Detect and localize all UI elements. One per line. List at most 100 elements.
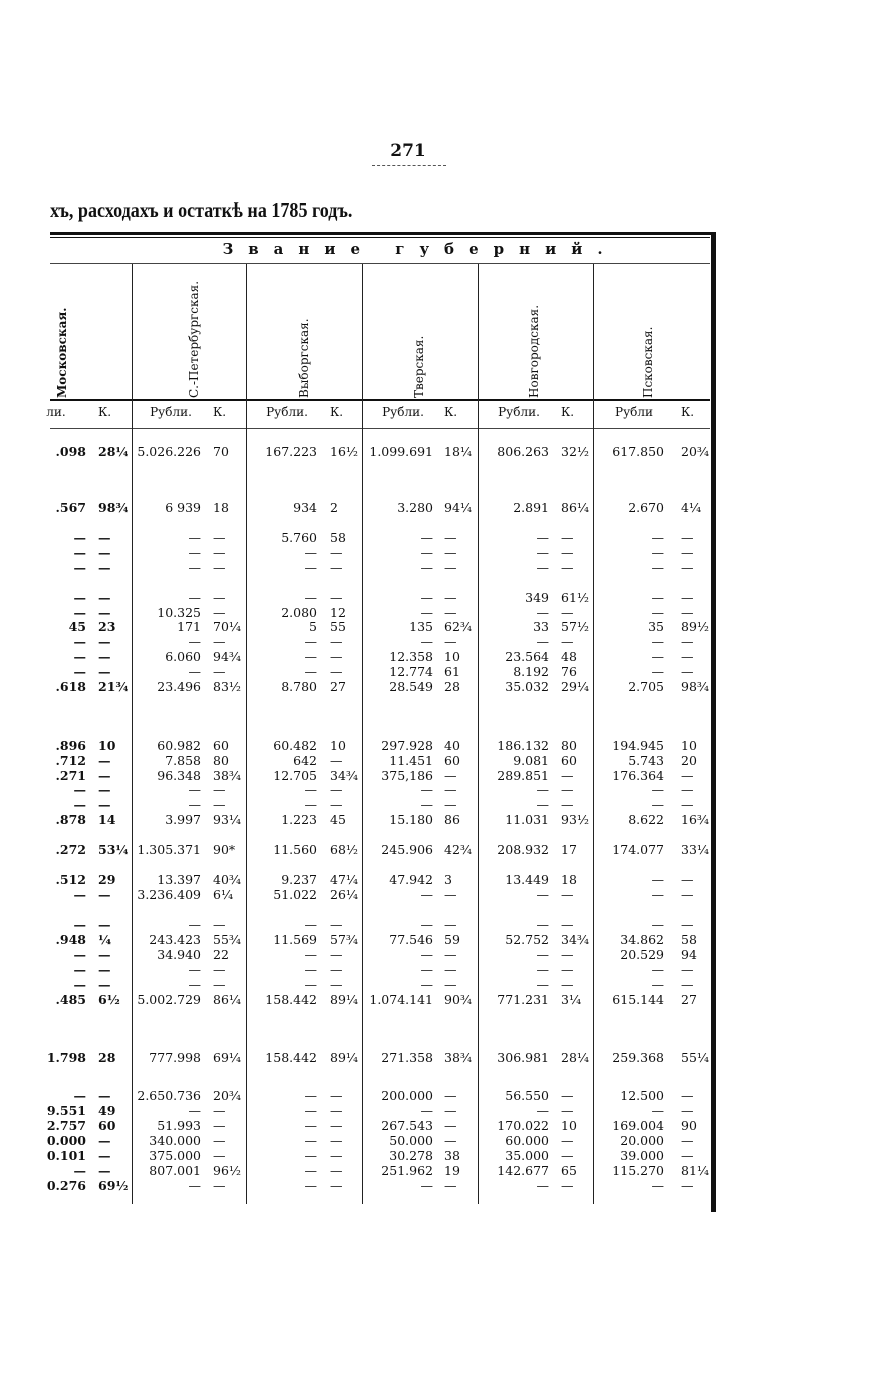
rubles-cell: — [420,1103,434,1118]
kopecks-cell: — [444,962,457,977]
kopecks-cell: 60 [561,753,577,768]
rubles-cell: 7.858 [165,753,201,768]
rubles-cell: 52.752 [505,932,549,947]
rubles-cell: — [188,1103,202,1118]
kopecks-cell: 32½ [561,444,590,459]
rubles-cell: — [536,782,550,797]
rubles-cell: — [420,782,434,797]
rubles-cell: — [651,664,665,679]
kopecks-cell: — [98,1148,111,1163]
kopecks-cell: 19 [444,1163,460,1178]
rubles-cell: — [420,887,434,902]
kopecks-cell: — [681,605,694,620]
kopecks-cell: — [681,1148,694,1163]
kopecks-cell: — [98,530,111,545]
kopecks-cell: — [561,545,574,560]
kopecks-cell: — [561,530,574,545]
rubles-cell: 349 [525,590,549,605]
rubles-cell: — [304,962,318,977]
kopecks-cell: — [330,1178,343,1193]
kopecks-cell: 90* [213,842,236,857]
kopecks-cell: 96½ [213,1163,242,1178]
kopecks-cell: — [98,605,111,620]
rubles-cell: — [651,560,665,575]
kopecks-cell: 61 [444,664,460,679]
kopecks-cell: — [330,560,343,575]
rubles-cell: — [536,545,550,560]
kopecks-cell: 53¼ [98,842,129,857]
kopecks-cell: 38¾ [213,768,242,783]
column-divider [132,264,133,1204]
kopecks-cell: 69½ [98,1178,129,1193]
rubles-cell: 1.223 [281,812,317,827]
rubles-cell: 259.368 [612,1050,664,1065]
rubles-cell: 115.270 [612,1163,664,1178]
kopecks-cell: — [330,634,343,649]
rubles-cell: — [304,590,318,605]
province-header: С.-Петербургская. [187,280,201,398]
kopecks-cell: 3 [444,872,452,887]
rubles-cell: 306.981 [497,1050,549,1065]
kopecks-cell: 23 [98,619,116,634]
rubles-cell: — [651,887,665,902]
rubles-cell: — [73,649,87,664]
kopecks-cell: 28¼ [98,444,129,459]
kopecks-cell: 20 [681,753,697,768]
kopecks-cell: 94 [681,947,697,962]
kopecks-cell: 90¾ [444,992,473,1007]
rubles-cell: 0.101 [46,1148,86,1163]
rubles-cell: 289.851 [497,768,549,783]
kopecks-cell: — [444,1133,457,1148]
rubles-cell: — [304,1103,318,1118]
rubles-cell: — [420,590,434,605]
kopecks-cell: — [98,545,111,560]
unit-kopecks: К. [561,405,575,419]
kopecks-cell: 60 [213,738,229,753]
rubles-cell: 10.325 [157,605,201,620]
rubles-cell: 297.928 [381,738,433,753]
rubles-cell: 12.705 [273,768,317,783]
rubles-cell: — [304,1118,318,1133]
rubles-cell: 77.546 [389,932,433,947]
rubles-cell: 60.000 [505,1133,549,1148]
kopecks-cell: — [213,917,226,932]
kopecks-cell: 17 [561,842,577,857]
kopecks-cell: 3¼ [561,992,582,1007]
kopecks-cell: — [213,797,226,812]
unit-kopecks: К. [213,405,227,419]
kopecks-cell: — [98,590,111,605]
kopecks-cell: — [98,1088,111,1103]
kopecks-cell: 12 [330,605,346,620]
rubles-cell: — [536,887,550,902]
rubles-cell: 60.982 [157,738,201,753]
kopecks-cell: 83½ [213,679,242,694]
rubles-cell: 20.000 [620,1133,664,1148]
rubles-cell: — [304,1178,318,1193]
rubles-cell: 340.000 [149,1133,201,1148]
rubles-cell: — [651,917,665,932]
kopecks-cell: — [98,917,111,932]
rubles-cell: — [73,590,87,605]
kopecks-cell: — [330,545,343,560]
rubles-cell: 5 [309,619,317,634]
kopecks-cell: — [98,664,111,679]
kopecks-cell: 10 [330,738,346,753]
kopecks-cell: 48 [561,649,577,664]
rubles-cell: — [420,530,434,545]
kopecks-cell: — [98,753,111,768]
kopecks-cell: — [561,1103,574,1118]
rubles-cell: 375.000 [149,1148,201,1163]
rubles-cell: .896 [55,738,86,753]
kopecks-cell: — [444,768,457,783]
rubles-cell: — [188,782,202,797]
kopecks-cell: — [444,977,457,992]
rubles-cell: 170.022 [497,1118,549,1133]
kopecks-cell: — [681,797,694,812]
rubles-cell: — [304,634,318,649]
kopecks-cell: — [98,560,111,575]
kopecks-cell: 93½ [561,812,590,827]
rubles-cell: .271 [55,768,86,783]
rubles-cell: 0.276 [46,1178,86,1193]
rubles-cell: 642 [293,753,317,768]
rubles-cell: .272 [55,842,86,857]
